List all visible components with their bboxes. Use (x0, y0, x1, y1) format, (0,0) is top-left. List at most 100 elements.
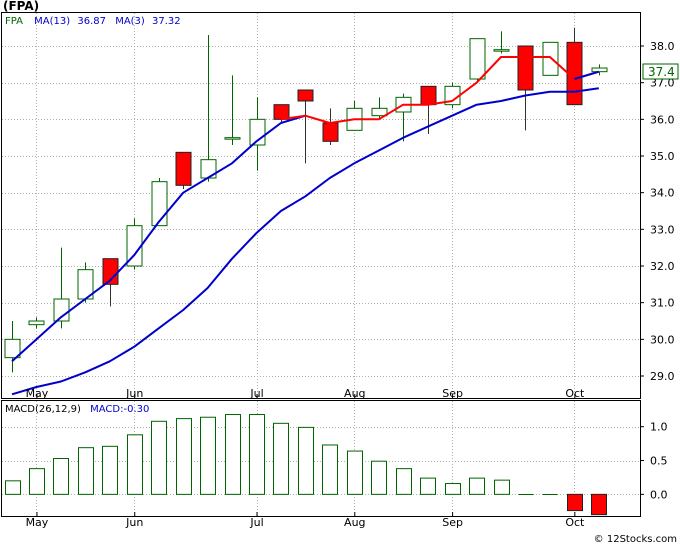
candle-up (151, 178, 168, 227)
candle-body (151, 181, 168, 227)
last-price-tag-text: 37.4 (648, 65, 675, 79)
candle-body (224, 137, 241, 140)
legend-ma13-value: 36.87 (77, 16, 106, 27)
macd-x-tick-label: May (26, 516, 49, 529)
candle-body (322, 122, 339, 142)
candle-body (517, 45, 534, 91)
candle-body (371, 107, 388, 117)
macd-y-tick-label: 1.0 (650, 421, 668, 434)
macd-bar (78, 447, 94, 495)
price-x-tick-label: Aug (344, 387, 365, 400)
last-price-tag: 37.4 (642, 63, 679, 80)
price-y-tick-label: 35.0 (650, 150, 675, 163)
candle-body (175, 151, 192, 186)
candle-up (371, 97, 388, 120)
macd-x-tick-label: Sep (442, 516, 463, 529)
candle-body (591, 67, 608, 73)
macd-panel-frame (1, 400, 641, 517)
macd-bar (102, 445, 118, 495)
price-y-tick-label: 36.0 (650, 113, 675, 126)
macd-bars (5, 414, 607, 516)
macd-legend-value: MACD:-0.30 (90, 404, 149, 415)
macd-bar (371, 460, 387, 495)
macd-bar (5, 480, 21, 495)
candle-down (102, 258, 119, 307)
ma-short-rise-line (11, 114, 306, 363)
candle-down (297, 89, 314, 164)
candles (4, 27, 608, 373)
candle-up (200, 35, 217, 182)
credit-text: © 12Stocks.com (594, 534, 677, 545)
macd-bar (151, 420, 167, 495)
macd-bar (249, 414, 265, 495)
candle-body (469, 38, 486, 80)
candle-body (493, 49, 510, 52)
price-y-tick-label: 31.0 (650, 297, 675, 310)
macd-x-tick-label: Aug (344, 516, 365, 529)
price-x-tick-labels: May Jun Jul Aug Sep Oct (26, 387, 585, 400)
price-y-tick-label: 38.0 (650, 40, 675, 53)
candle-body (28, 320, 45, 326)
macd-bar (176, 418, 192, 495)
macd-y-tick-label: 0.5 (650, 455, 668, 468)
macd-x-tick-label: Oct (565, 516, 585, 529)
macd-y-tick-label: 0.0 (650, 488, 668, 501)
price-grid (2, 13, 640, 398)
ma-short-tail-line (574, 70, 600, 80)
macd-bar (591, 493, 607, 516)
candle-up (469, 38, 486, 83)
candle-body (420, 85, 437, 106)
macd-x-tick-label: Jun (125, 516, 143, 529)
price-y-tick-label: 30.0 (650, 333, 675, 346)
legend-ma13-label: MA(13) (34, 16, 70, 27)
candle-up (126, 218, 143, 270)
macd-bar (53, 458, 69, 495)
macd-bar (396, 468, 412, 495)
price-x-tick-label: Jun (125, 387, 143, 400)
macd-legend-label: MACD(26,12,9) (5, 404, 81, 415)
candle-body (273, 104, 290, 120)
price-x-tick-label: Sep (442, 387, 463, 400)
macd-bar (445, 483, 461, 495)
macd-x-tick-label: Jul (249, 516, 263, 529)
price-y-tick-label: 32.0 (650, 260, 675, 273)
macd-bar (567, 493, 583, 512)
macd-bar (469, 477, 485, 495)
macd-bar (298, 426, 314, 495)
macd-bar (494, 479, 510, 495)
macd-y-tick-labels: 0.0 0.5 1.0 (640, 421, 668, 501)
moving-average-lines (11, 56, 600, 396)
legend-ma3-value: 37.32 (152, 16, 181, 27)
candle-up (224, 75, 241, 145)
macd-bar (127, 434, 143, 495)
macd-bar (420, 477, 436, 495)
candle-up (493, 31, 510, 54)
price-y-tick-label: 34.0 (650, 187, 675, 200)
macd-bar (273, 422, 289, 495)
candle-up (4, 321, 21, 373)
chart-title: (FPA) (3, 0, 39, 13)
price-x-tick-label: Jul (249, 387, 263, 400)
ma-long-line (11, 87, 599, 396)
macd-bar (322, 444, 338, 495)
candle-body (4, 338, 21, 359)
macd-bar (225, 414, 241, 495)
candle-up (591, 64, 608, 76)
price-y-tick-labels: 29.0 30.0 31.0 32.0 33.0 34.0 35.0 36.0 37.0 38.0 (640, 40, 675, 383)
macd-bar (29, 468, 45, 495)
price-y-tick-label: 33.0 (650, 223, 675, 236)
macd-legend: MACD(26,12,9) MACD:-0.30 (5, 404, 149, 415)
price-x-tick-label: May (26, 387, 49, 400)
price-y-tick-label: 37.0 (650, 77, 675, 90)
candle-up (28, 317, 45, 329)
price-y-tick-label: 29.0 (650, 370, 675, 383)
price-panel-frame (1, 12, 641, 399)
macd-bar (347, 450, 363, 495)
price-legend: FPA MA(13) 36.87 MA(3) 37.32 (5, 16, 181, 27)
legend-ma3-label: MA(3) (115, 16, 145, 27)
candle-body (297, 89, 314, 102)
price-x-tick-label: Oct (565, 387, 585, 400)
last-price-tag-box (642, 63, 679, 80)
candle-up (53, 247, 70, 329)
